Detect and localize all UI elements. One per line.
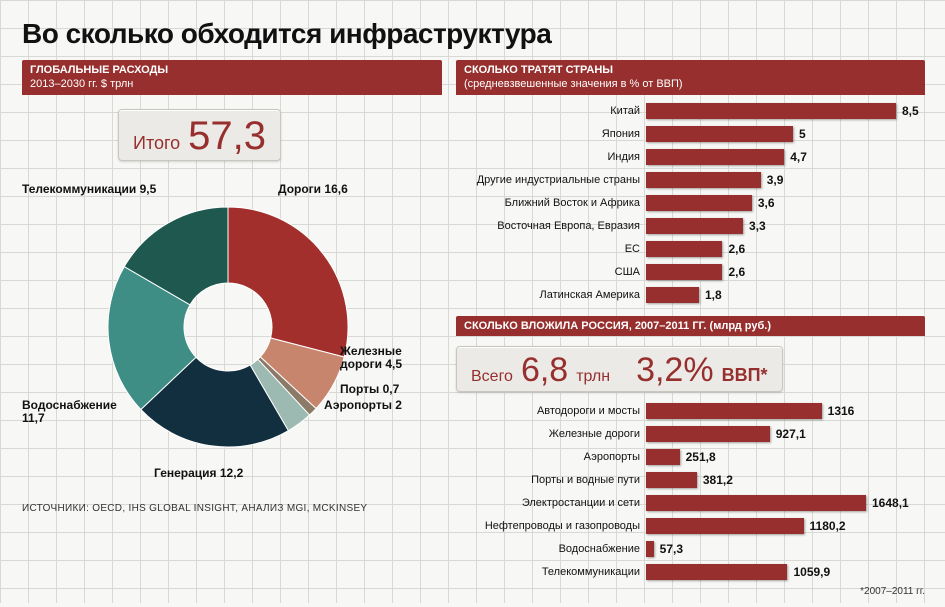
bar-label: Порты и водные пути	[456, 474, 646, 486]
bar	[646, 426, 770, 442]
bar-value: 3,9	[767, 172, 784, 188]
bar-row: Водоснабжение 57,3	[456, 538, 925, 559]
bar-value: 1648,1	[872, 495, 909, 511]
bar-value: 927,1	[776, 426, 806, 442]
bar-row: Другие индустриальные страны 3,9	[456, 170, 925, 191]
bar-label: США	[456, 266, 646, 278]
bar-value: 3,3	[749, 218, 766, 234]
bar	[646, 287, 699, 303]
bar-value: 57,3	[660, 541, 683, 557]
bar	[646, 495, 866, 511]
russia-bar-chart: Автодороги и мосты 1316 Железные дороги 927…	[456, 400, 925, 582]
global-spending-header: ГЛОБАЛЬНЫЕ РАСХОДЫ 2013–2030 гг. $ трлн	[22, 60, 442, 95]
bar	[646, 403, 822, 419]
russia-pct-label: ВВП*	[722, 365, 768, 386]
bar	[646, 195, 752, 211]
bar-label: Нефтепроводы и газопроводы	[456, 520, 646, 532]
bar	[646, 541, 654, 557]
bar-row: Восточная Европа, Евразия 3,3	[456, 216, 925, 237]
bar-value: 1180,2	[810, 518, 846, 534]
bar-row: Нефтепроводы и газопроводы 1180,2	[456, 515, 925, 536]
bar-label: Япония	[456, 128, 646, 140]
donut-chart: Дороги 16,6 Железныедороги 4,5 Порты 0,7 Аэ…	[22, 167, 442, 497]
bar-row: Автодороги и мосты 1316	[456, 400, 925, 421]
bar	[646, 149, 784, 165]
bar-label: Индия	[456, 151, 646, 163]
bar-value: 251,8	[686, 449, 716, 465]
bar-row: Аэропорты 251,8	[456, 446, 925, 467]
bar-row: Электростанции и сети 1648,1	[456, 492, 925, 513]
donut-label-2: Порты 0,7	[340, 383, 399, 397]
bar-row: Ближний Восток и Африка 3,6	[456, 193, 925, 214]
bar-label: Восточная Европа, Евразия	[456, 220, 646, 232]
bar-value: 381,2	[703, 472, 733, 488]
russia-total-box: Всего 6,8 трлн 3,2% ВВП*	[456, 346, 783, 392]
russia-total-unit: трлн	[576, 368, 610, 386]
bar	[646, 103, 896, 119]
bar	[646, 241, 722, 257]
bar-value: 1316	[828, 403, 855, 419]
bar-label: Ближний Восток и Африка	[456, 197, 646, 209]
bar	[646, 126, 793, 142]
countries-bar-chart: Китай 8,5 Япония 5 Индия 4,7 Другие индустриал…	[456, 101, 925, 306]
global-total-box: Итого 57,3	[118, 109, 281, 161]
donut-label-4: Генерация 12,2	[154, 467, 243, 481]
bar	[646, 218, 743, 234]
russia-header-text: СКОЛЬКО ВЛОЖИЛА РОССИЯ, 2007–2011 ГГ. (м…	[464, 320, 771, 332]
bar-row: США 2,6	[456, 262, 925, 283]
global-spending-header-line1: ГЛОБАЛЬНЫЕ РАСХОДЫ	[30, 64, 434, 78]
bar-row: Порты и водные пути 381,2	[456, 469, 925, 490]
bar-value: 1,8	[705, 287, 722, 303]
donut-label-5: Водоснабжение11,7	[22, 399, 117, 427]
bar-value: 2,6	[728, 264, 745, 280]
sources-text: ИСТОЧНИКИ: OECD, IHS GLOBAL INSIGHT, АНА…	[22, 503, 442, 514]
donut-slice-0	[228, 207, 348, 357]
page-title: Во сколько обходится инфраструктура	[22, 18, 925, 50]
bar	[646, 449, 680, 465]
global-spending-header-line2: 2013–2030 гг. $ трлн	[30, 78, 434, 92]
bar	[646, 264, 722, 280]
bar-row: Индия 4,7	[456, 147, 925, 168]
donut-label-6: Телекоммуникации 9,5	[22, 183, 156, 197]
russia-footnote: *2007–2011 гг.	[456, 586, 925, 597]
bar	[646, 564, 787, 580]
bar-row: Япония 5	[456, 124, 925, 145]
bar-label: Водоснабжение	[456, 543, 646, 555]
bar-row: Железные дороги 927,1	[456, 423, 925, 444]
donut-label-3: Аэропорты 2	[324, 399, 402, 413]
russia-pct-value: 3,2%	[636, 353, 714, 387]
donut-label-0: Дороги 16,6	[278, 183, 348, 197]
bar-value: 4,7	[790, 149, 807, 165]
countries-header-line2: (средневзвешенные значения в % от ВВП)	[464, 78, 683, 90]
bar	[646, 172, 761, 188]
countries-header-line1: СКОЛЬКО ТРАТЯТ СТРАНЫ	[464, 64, 613, 76]
bar-label: Аэропорты	[456, 451, 646, 463]
bar	[646, 518, 804, 534]
bar-label: Автодороги и мосты	[456, 405, 646, 417]
bar-value: 1059,9	[793, 564, 830, 580]
bar-label: Китай	[456, 105, 646, 117]
bar-row: Телекоммуникации 1059,9	[456, 561, 925, 582]
bar-label: Другие индустриальные страны	[456, 174, 646, 186]
bar-row: Латинская Америка 1,8	[456, 285, 925, 306]
bar-row: Китай 8,5	[456, 101, 925, 122]
bar	[646, 472, 697, 488]
bar-label: Железные дороги	[456, 428, 646, 440]
bar-label: Латинская Америка	[456, 289, 646, 301]
global-total-value: 57,3	[188, 116, 266, 156]
countries-header: СКОЛЬКО ТРАТЯТ СТРАНЫ (средневзвешенные …	[456, 60, 925, 95]
bar-value: 5	[799, 126, 806, 142]
russia-total-label: Всего	[471, 368, 513, 386]
bar-label: Электростанции и сети	[456, 497, 646, 509]
russia-header: СКОЛЬКО ВЛОЖИЛА РОССИЯ, 2007–2011 ГГ. (м…	[456, 316, 925, 337]
global-total-label: Итого	[133, 133, 180, 154]
bar-value: 3,6	[758, 195, 775, 211]
russia-total-value: 6,8	[521, 353, 568, 387]
bar-label: ЕС	[456, 243, 646, 255]
bar-label: Телекоммуникации	[456, 566, 646, 578]
bar-row: ЕС 2,6	[456, 239, 925, 260]
bar-value: 2,6	[728, 241, 745, 257]
donut-label-1: Железныедороги 4,5	[340, 345, 402, 373]
bar-value: 8,5	[902, 103, 919, 119]
